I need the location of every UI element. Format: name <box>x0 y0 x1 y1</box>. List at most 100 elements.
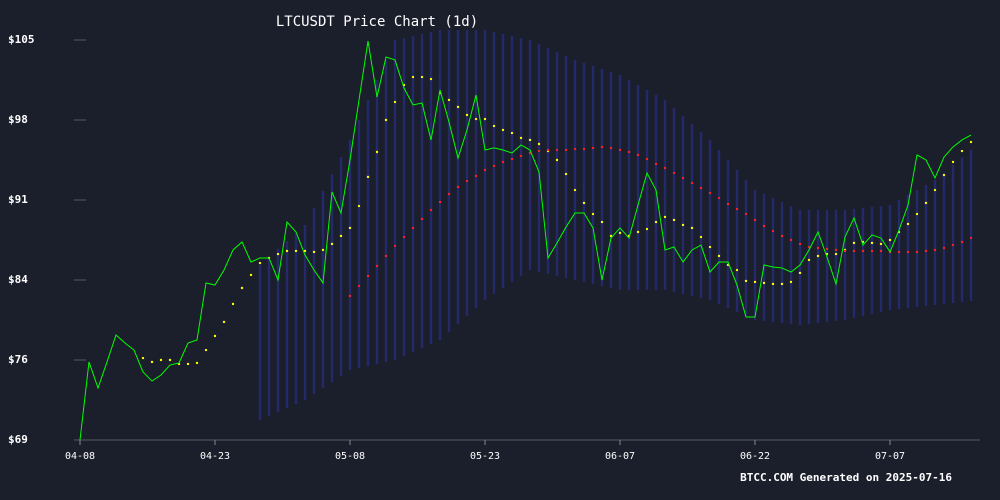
average-dot <box>879 249 883 253</box>
average-dot <box>906 222 910 226</box>
average-dot <box>312 250 316 254</box>
average-dot <box>861 249 865 253</box>
x-tick-label: 04-08 <box>65 451 95 462</box>
average-dot <box>564 172 568 176</box>
average-dot <box>897 250 901 254</box>
average-dot <box>870 249 874 253</box>
average-dot <box>564 148 568 152</box>
average-dot <box>519 154 523 158</box>
average-dot <box>195 361 199 365</box>
average-dot <box>789 238 793 242</box>
average-dot <box>879 242 883 246</box>
average-dot <box>429 208 433 212</box>
average-dot <box>357 284 361 288</box>
average-dot <box>222 320 226 324</box>
average-dot <box>591 212 595 216</box>
average-dot <box>546 148 550 152</box>
price-line <box>79 41 972 441</box>
average-dot <box>618 148 622 152</box>
average-dot <box>420 75 424 79</box>
average-dot <box>600 145 604 149</box>
average-dot <box>654 162 658 166</box>
chart-title: LTCUSDT Price Chart (1d) <box>276 14 478 30</box>
x-tick-label: 06-07 <box>605 451 635 462</box>
average-dot <box>690 226 694 230</box>
average-dot <box>393 100 397 104</box>
average-dot <box>213 334 217 338</box>
average-dot <box>852 249 856 253</box>
average-dot <box>780 234 784 238</box>
average-dot <box>852 241 856 245</box>
average-dot <box>717 254 721 258</box>
average-dot <box>501 160 505 164</box>
x-tick-label: 04-23 <box>200 451 230 462</box>
average-dot <box>483 117 487 121</box>
average-dot <box>816 254 820 258</box>
y-tick-label: $69 <box>8 433 28 446</box>
y-tick-label: $91 <box>8 193 28 206</box>
average-dot <box>429 77 433 81</box>
average-dot <box>510 131 514 135</box>
average-dot <box>744 212 748 216</box>
y-tick-label: $105 <box>8 33 35 46</box>
average-dot <box>366 175 370 179</box>
average-dot <box>492 164 496 168</box>
average-dot <box>609 234 613 238</box>
average-dot <box>375 150 379 154</box>
average-dot <box>438 200 442 204</box>
average-dot <box>627 150 631 154</box>
average-dot <box>699 235 703 239</box>
average-dot <box>969 140 973 144</box>
average-dot <box>951 160 955 164</box>
average-dot <box>708 245 712 249</box>
average-dot <box>762 224 766 228</box>
average-dot <box>240 286 244 290</box>
x-tick-label: 05-23 <box>470 451 500 462</box>
average-dot <box>483 168 487 172</box>
average-dot <box>816 246 820 250</box>
average-dot <box>744 279 748 283</box>
average-dot <box>582 201 586 205</box>
average-dot <box>528 138 532 142</box>
average-dot <box>915 250 919 254</box>
average-dot <box>753 280 757 284</box>
average-dot <box>384 254 388 258</box>
footer: BTCC.COM Generated on 2025-07-16 <box>740 471 952 484</box>
average-dot <box>348 226 352 230</box>
average-dot <box>636 153 640 157</box>
average-dot <box>510 157 514 161</box>
average-dot <box>726 202 730 206</box>
average-dot <box>699 186 703 190</box>
average-dot <box>798 271 802 275</box>
average-dot <box>780 282 784 286</box>
average-dot <box>411 226 415 230</box>
average-dot <box>537 149 541 153</box>
x-tick-label: 05-08 <box>335 451 365 462</box>
average-dot <box>645 227 649 231</box>
average-dot <box>690 181 694 185</box>
average-dot <box>465 113 469 117</box>
average-dot <box>285 249 289 253</box>
x-tick-label: 06-22 <box>740 451 770 462</box>
average-dot <box>456 185 460 189</box>
average-dot <box>258 261 262 265</box>
average-dot <box>519 136 523 140</box>
average-dot <box>141 356 145 360</box>
average-dot <box>204 348 208 352</box>
average-dot <box>807 258 811 262</box>
average-dot <box>753 218 757 222</box>
average-dot <box>330 242 334 246</box>
average-dot <box>654 220 658 224</box>
average-dot <box>735 207 739 211</box>
average-dot <box>447 192 451 196</box>
average-dot <box>942 173 946 177</box>
average-dot <box>672 171 676 175</box>
average-dot <box>573 188 577 192</box>
average-dot <box>366 274 370 278</box>
average-dot <box>375 264 379 268</box>
average-dot <box>960 240 964 244</box>
average-dot <box>609 146 613 150</box>
y-tick-label: $98 <box>8 113 28 126</box>
average-dot <box>555 158 559 162</box>
